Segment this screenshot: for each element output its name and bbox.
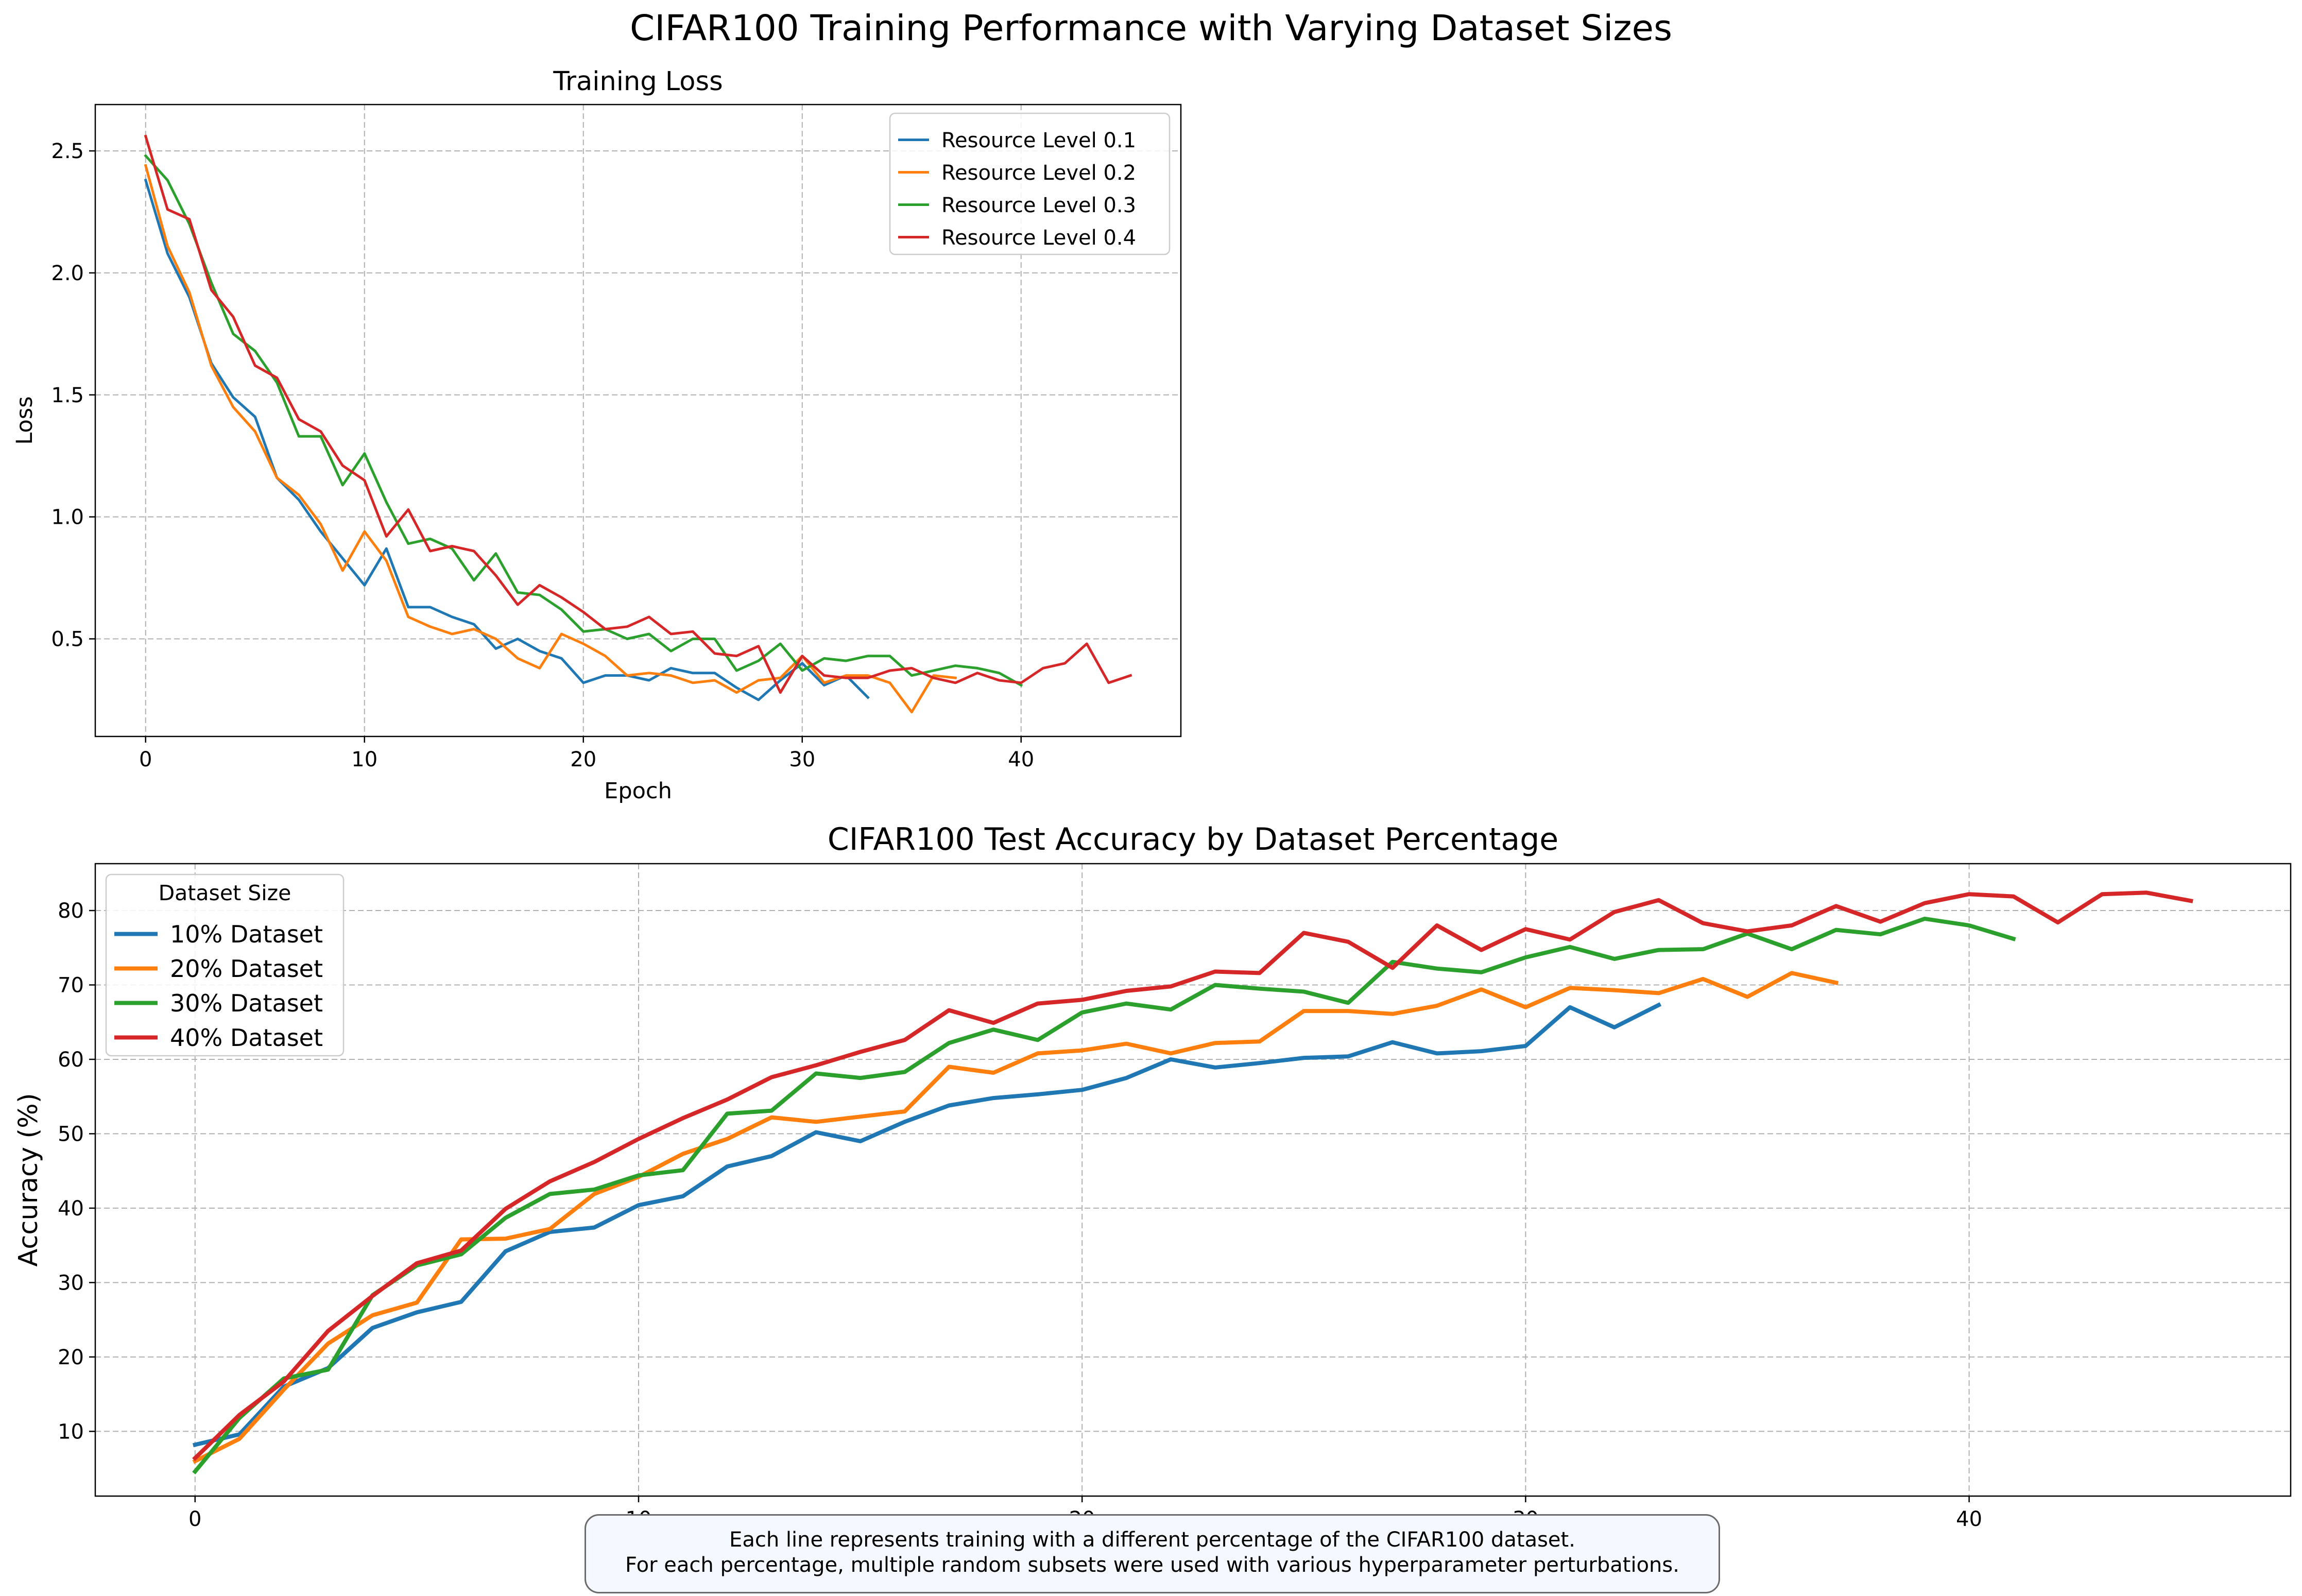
series-line-4: [144, 134, 1132, 694]
x-tick-label: 0: [188, 1507, 201, 1531]
x-tick-label: 10: [351, 748, 377, 771]
y-tick-label: 10: [58, 1420, 84, 1444]
legend-title: Dataset Size: [159, 881, 291, 905]
legend-label-1: 10% Dataset: [170, 920, 323, 948]
figure-note-box: Each line represents training with a dif…: [585, 1514, 1720, 1593]
series-line-1: [144, 178, 870, 701]
y-tick-label: 80: [58, 899, 84, 923]
chart-title: CIFAR100 Test Accuracy by Dataset Percen…: [828, 821, 1558, 857]
plot-frame: [94, 863, 2292, 1497]
x-tick-label: 20: [570, 748, 596, 771]
y-tick-label: 1.5: [51, 384, 84, 407]
series-line-4: [192, 890, 2193, 1461]
legend-label-4: 40% Dataset: [170, 1024, 323, 1052]
legend-label-3: Resource Level 0.3: [941, 194, 1136, 217]
series-line-3: [192, 916, 2016, 1474]
series-line-2: [144, 164, 957, 714]
legend-label-2: Resource Level 0.2: [941, 161, 1136, 185]
y-tick-label: 40: [58, 1197, 84, 1221]
figure-suptitle: CIFAR100 Training Performance with Varyi…: [630, 8, 1672, 49]
plot-frame: [94, 104, 1182, 737]
legend-label-4: Resource Level 0.4: [941, 226, 1136, 250]
training-loss-chart: 0 10 20 30 40 0.5 1.0 1.5 2.0 2.5 Training Loss Epo…: [12, 66, 1182, 804]
legend-box: [105, 873, 345, 1057]
y-tick-label: 60: [58, 1048, 84, 1072]
x-tick-label: 0: [139, 748, 152, 771]
series-line-1: [192, 1002, 1662, 1448]
x-tick-label: 40: [1956, 1507, 1982, 1531]
y-tick-label: 30: [58, 1271, 84, 1295]
y-tick-label: 70: [58, 973, 84, 997]
legend-box: [889, 112, 1171, 255]
y-tick-label: 2.0: [51, 262, 84, 285]
series-line-3: [144, 153, 1023, 687]
series-line-2: [192, 971, 1839, 1464]
x-tick-label: 30: [789, 748, 815, 771]
y-tick-label: 2.5: [51, 140, 84, 163]
legend-label-3: 30% Dataset: [170, 989, 323, 1017]
y-tick-label: 20: [58, 1346, 84, 1369]
x-tick-label: 40: [1008, 748, 1034, 771]
y-tick-label: 50: [58, 1122, 84, 1146]
y-axis-label: Accuracy (%): [13, 1093, 44, 1266]
y-tick-label: 0.5: [51, 628, 84, 651]
y-tick-label: 1.0: [51, 506, 84, 529]
legend-label-2: 20% Dataset: [170, 955, 323, 983]
x-axis-label: Epoch: [604, 778, 672, 804]
figure-note-line-1: Each line represents training with a dif…: [729, 1528, 1575, 1552]
figure-note-line-2: For each percentage, multiple random sub…: [625, 1553, 1679, 1577]
y-axis-label: Loss: [12, 396, 38, 444]
test-accuracy-chart: 0102030401020304050607080CIFAR100 Test A…: [13, 821, 2292, 1569]
chart-title: Training Loss: [553, 66, 723, 97]
legend-label-1: Resource Level 0.1: [941, 129, 1136, 152]
